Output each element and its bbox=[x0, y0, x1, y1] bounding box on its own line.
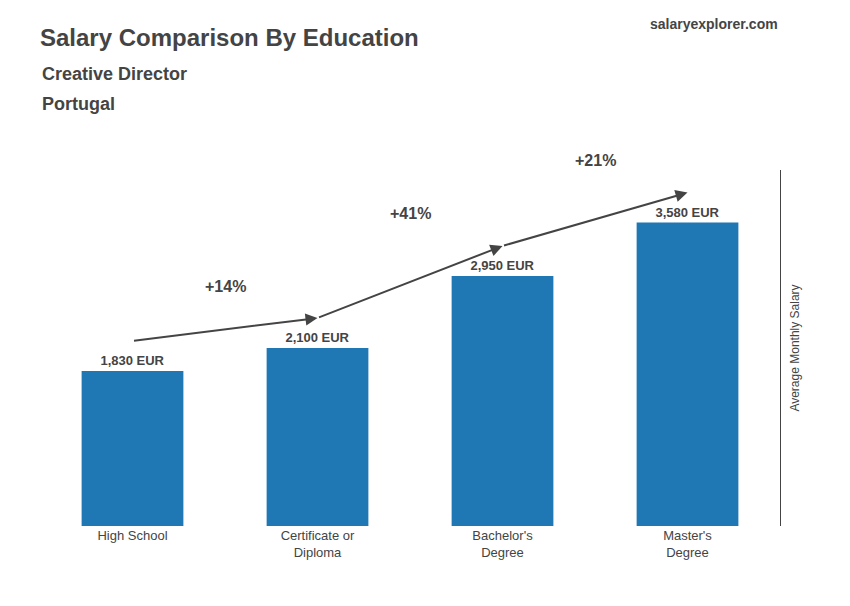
svg-text:2,100 EUR: 2,100 EUR bbox=[285, 330, 349, 345]
svg-text:+21%: +21% bbox=[575, 152, 616, 169]
svg-text:3,580 EUR: 3,580 EUR bbox=[655, 205, 719, 220]
svg-text:Portugal: Portugal bbox=[42, 94, 115, 114]
svg-text:+41%: +41% bbox=[390, 205, 431, 222]
svg-text:salaryexplorer.com: salaryexplorer.com bbox=[650, 16, 778, 32]
svg-text:1,830 EUR: 1,830 EUR bbox=[100, 353, 164, 368]
svg-text:Master'sDegree: Master'sDegree bbox=[663, 528, 712, 560]
svg-text:Average Monthly Salary: Average Monthly Salary bbox=[788, 284, 802, 411]
svg-text:Salary Comparison By Education: Salary Comparison By Education bbox=[40, 24, 419, 51]
svg-text:Creative Director: Creative Director bbox=[42, 64, 187, 84]
svg-text:+14%: +14% bbox=[205, 278, 246, 295]
svg-text:2,950 EUR: 2,950 EUR bbox=[470, 258, 534, 273]
svg-text:High School: High School bbox=[97, 528, 167, 543]
svg-text:Bachelor'sDegree: Bachelor'sDegree bbox=[472, 528, 533, 560]
svg-text:Certificate orDiploma: Certificate orDiploma bbox=[281, 528, 355, 560]
